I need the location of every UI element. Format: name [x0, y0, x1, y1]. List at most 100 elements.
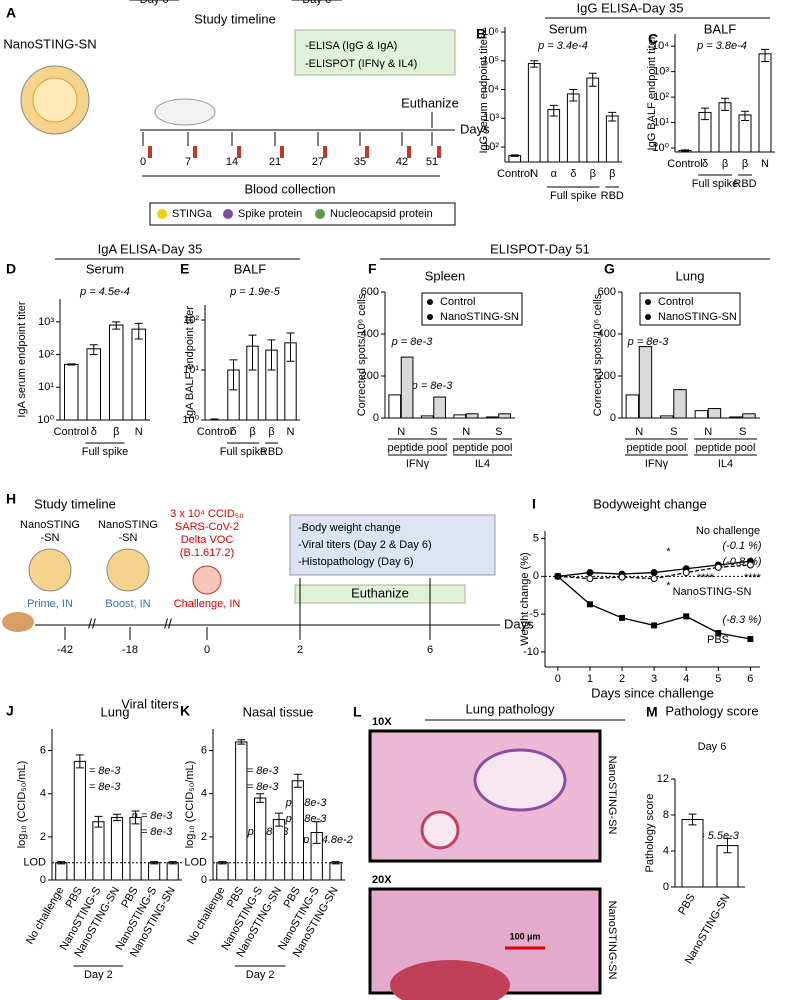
panel-letter: C — [648, 31, 658, 47]
annotation: (-8.3 %) — [722, 614, 761, 626]
tube — [407, 146, 411, 158]
panel-letter: A — [6, 5, 16, 21]
tube — [365, 146, 369, 158]
error-bar — [267, 339, 276, 371]
day-label: 6 — [427, 644, 433, 656]
group-label: Full spike — [692, 178, 738, 190]
chart: D Serum IgA serum endpoint titer 10⁰ 10¹ 10² 1… — [6, 261, 150, 458]
tube — [148, 146, 152, 158]
title: Study timeline — [34, 496, 116, 511]
nanoparticle — [106, 548, 150, 592]
error-bar — [256, 793, 265, 803]
y-tick-label: 200 — [361, 370, 379, 382]
bar — [73, 760, 86, 881]
legend-text: NanoSTING-SN — [440, 311, 519, 323]
error-bar — [761, 48, 769, 62]
x-tick-label: 1 — [587, 673, 593, 685]
annotation: p = 8e-3 — [285, 797, 328, 809]
chart: M Pathology score Day 6 Pathology score 0 4 8 1… — [644, 703, 759, 966]
panel-letter: D — [6, 261, 16, 277]
bar — [742, 413, 756, 419]
axis-break: // — [88, 616, 96, 632]
point — [554, 573, 561, 580]
group-label: Full spike — [220, 446, 266, 458]
y-tick-label: 12 — [657, 773, 669, 785]
days: -42 -18 0 2 6 // // — [57, 578, 433, 656]
annotation: * — [666, 546, 671, 558]
y-axis-label: log₁₀ (CCID₅₀/mL) — [16, 761, 28, 849]
chart: G Lung Corrected spots/10⁶ cells 0 200 400 600… — [592, 261, 760, 470]
legend-marker — [427, 314, 433, 320]
x-tick-label: β — [268, 426, 274, 438]
bar — [216, 862, 229, 881]
x-tick-label: N — [635, 426, 643, 438]
x-tick-label: No challenge — [24, 885, 67, 947]
y-tick-label: 2 — [201, 831, 207, 843]
chart-subtitle: Day 6 — [698, 741, 727, 753]
label: Delta VOC — [181, 534, 234, 546]
bar — [148, 862, 161, 881]
y-tick-label: -5 — [529, 608, 539, 620]
bar — [625, 394, 640, 419]
label: 3 x 10⁴ CCID₅₀ — [170, 508, 244, 520]
y-tick-label: 10² — [183, 314, 199, 326]
x-tick-label: 2 — [619, 673, 625, 685]
y-tick-label: 0 — [201, 874, 207, 886]
readout: -Body weight change — [298, 522, 401, 534]
x-tick-label: β — [722, 158, 728, 170]
annotation: **** — [696, 572, 714, 584]
x-tick-label: β — [742, 158, 748, 170]
x-tick-label: 6 — [747, 673, 753, 685]
point — [747, 636, 754, 643]
header: IgG ELISA-Day 35 — [577, 0, 684, 15]
tube — [280, 146, 284, 158]
x-tick-label: β — [590, 168, 596, 180]
y-tick-label: 10³ — [483, 112, 499, 124]
x-tick-label: S — [430, 426, 437, 438]
annotation: (-0.1 %) — [722, 540, 761, 552]
annotation: p = 8e-3 — [411, 380, 454, 392]
day-label: 2 — [297, 644, 303, 656]
scale-label: 100 µm — [510, 931, 541, 941]
point — [586, 575, 594, 583]
legend-marker — [645, 314, 651, 320]
x-tick-label: α — [551, 168, 558, 180]
y-axis-label: IgA serum endpoint titer — [16, 301, 28, 418]
legend-text: NanoSTING-SN — [658, 311, 737, 323]
x-tick-label: N — [530, 168, 538, 180]
point — [650, 575, 658, 583]
series-label: No challenge — [696, 525, 760, 537]
tube — [323, 146, 327, 158]
error-bar — [134, 322, 143, 340]
y-tick-label: 0 — [663, 881, 669, 893]
x-tick-label: N — [287, 426, 295, 438]
header: ELISPOT-Day 51 — [490, 241, 590, 256]
title: Lung pathology — [466, 701, 555, 716]
y-tick-label: 4 — [40, 788, 46, 800]
error-bar — [293, 773, 302, 788]
y-tick-label: 10³ — [653, 66, 669, 78]
tube — [437, 146, 441, 158]
x-tick-label: N — [704, 426, 712, 438]
error-bar — [688, 813, 697, 826]
bar — [673, 389, 687, 419]
bar — [388, 394, 402, 419]
x-tick-label: Control — [54, 426, 89, 438]
bar — [605, 115, 619, 163]
bar — [527, 63, 541, 163]
group-label: peptide pool — [453, 442, 513, 454]
panel-letter: J — [6, 703, 14, 719]
y-tick-label: 200 — [598, 370, 616, 382]
y-tick-label: 10⁰ — [37, 414, 54, 426]
bar — [109, 324, 124, 421]
error-bar — [275, 812, 283, 827]
chart-title: Lung — [101, 704, 130, 719]
vessel — [420, 810, 460, 850]
bar — [586, 77, 600, 163]
chart-title: Serum — [549, 21, 587, 36]
readout: -Histopathology (Day 6) — [298, 556, 414, 568]
panel-letter: E — [180, 261, 189, 277]
x-axis-label: Days since challenge — [591, 685, 714, 700]
